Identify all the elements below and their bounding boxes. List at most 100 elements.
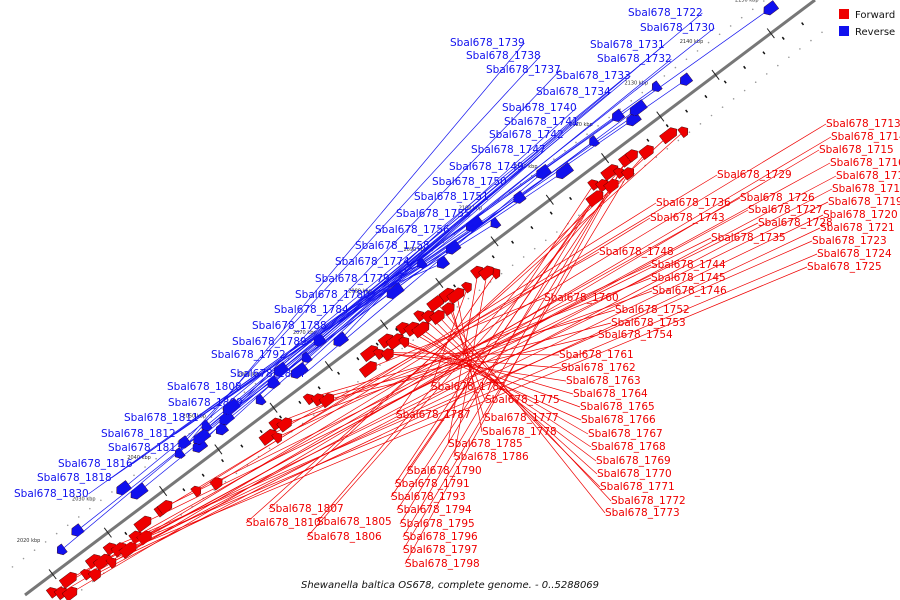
forward-gene-label[interactable]: Sbal678_1791 bbox=[395, 478, 470, 490]
forward-gene-label[interactable]: Sbal678_1773 bbox=[605, 507, 680, 519]
forward-gene-label[interactable]: Sbal678_1766 bbox=[581, 414, 656, 426]
reverse-gene-label[interactable]: Sbal678_1734 bbox=[536, 86, 611, 98]
forward-gene-label[interactable]: Sbal678_1735 bbox=[711, 232, 786, 244]
forward-gene-label[interactable]: Sbal678_1787 bbox=[396, 409, 471, 421]
forward-gene-label[interactable]: Sbal678_1806 bbox=[307, 531, 382, 543]
forward-gene-label[interactable]: Sbal678_1761 bbox=[559, 349, 634, 361]
forward-gene-label[interactable]: Sbal678_1793 bbox=[391, 491, 466, 503]
forward-gene-label[interactable]: Sbal678_1795 bbox=[400, 518, 475, 530]
forward-gene-label[interactable]: Sbal678_1736 bbox=[656, 197, 731, 209]
forward-gene-label[interactable]: Sbal678_1785 bbox=[448, 438, 523, 450]
forward-gene-label[interactable]: Sbal678_1797 bbox=[403, 544, 478, 556]
forward-gene-label[interactable]: Sbal678_1716 bbox=[830, 157, 900, 169]
reverse-gene-label[interactable]: Sbal678_1738 bbox=[466, 50, 541, 62]
forward-gene-label[interactable]: Sbal678_1763 bbox=[566, 375, 641, 387]
reverse-gene-label[interactable]: Sbal678_1730 bbox=[640, 22, 715, 34]
forward-gene-label[interactable]: Sbal678_1713 bbox=[826, 118, 900, 130]
reverse-gene-label[interactable]: Sbal678_1733 bbox=[556, 70, 631, 82]
reverse-gene-label[interactable]: Sbal678_1779 bbox=[315, 273, 390, 285]
forward-gene-label[interactable]: Sbal678_1718 bbox=[832, 183, 900, 195]
reverse-gene-label[interactable]: Sbal678_1732 bbox=[597, 53, 672, 65]
forward-gene-label[interactable]: Sbal678_1729 bbox=[717, 169, 792, 181]
reverse-gene-label[interactable]: Sbal678_1789 bbox=[232, 336, 307, 348]
reverse-gene-label[interactable]: Sbal678_1749 bbox=[449, 161, 524, 173]
reverse-gene-label[interactable]: Sbal678_1758 bbox=[355, 240, 430, 252]
reverse-gene-label[interactable]: Sbal678_1756 bbox=[375, 224, 450, 236]
forward-gene-label[interactable]: Sbal678_1772 bbox=[611, 495, 686, 507]
reverse-gene-label[interactable]: Sbal678_1741 bbox=[504, 116, 579, 128]
forward-gene-label[interactable]: Sbal678_1715 bbox=[819, 144, 894, 156]
reverse-gene-label[interactable]: Sbal678_1811 bbox=[124, 412, 199, 424]
forward-gene-label[interactable]: Sbal678_1769 bbox=[596, 455, 671, 467]
forward-gene-label[interactable]: Sbal678_1754 bbox=[598, 329, 673, 341]
forward-gene-label[interactable]: Sbal678_1743 bbox=[650, 212, 725, 224]
reverse-gene-label[interactable]: Sbal678_1740 bbox=[502, 102, 577, 114]
forward-gene-label[interactable]: Sbal678_1764 bbox=[573, 388, 648, 400]
grid-dot bbox=[685, 58, 688, 61]
forward-gene-label[interactable]: Sbal678_1721 bbox=[820, 222, 895, 234]
forward-gene-label[interactable]: Sbal678_1720 bbox=[823, 209, 898, 221]
grid-dot bbox=[55, 532, 58, 535]
forward-gene-label[interactable]: Sbal678_1810 bbox=[246, 517, 321, 529]
reverse-gene-label[interactable]: Sbal678_1739 bbox=[450, 37, 525, 49]
forward-gene-label[interactable]: Sbal678_1726 bbox=[740, 192, 815, 204]
forward-gene-label[interactable]: Sbal678_1796 bbox=[403, 531, 478, 543]
forward-gene-label[interactable]: Sbal678_1744 bbox=[651, 259, 726, 271]
forward-gene-label[interactable]: Sbal678_1775 bbox=[485, 394, 560, 406]
forward-gene-label[interactable]: Sbal678_1790 bbox=[407, 465, 482, 477]
forward-gene-label[interactable]: Sbal678_1753 bbox=[611, 317, 686, 329]
reverse-gene-label[interactable]: Sbal678_1750 bbox=[432, 176, 507, 188]
forward-gene-label[interactable]: Sbal678_1728 bbox=[758, 217, 833, 229]
forward-gene-label[interactable]: Sbal678_1752 bbox=[615, 304, 690, 316]
forward-gene-label[interactable]: Sbal678_1746 bbox=[652, 285, 727, 297]
forward-gene-label[interactable]: Sbal678_1762 bbox=[561, 362, 636, 374]
reverse-gene-label[interactable]: Sbal678_1742 bbox=[489, 129, 564, 141]
reverse-gene-label[interactable]: Sbal678_1830 bbox=[14, 488, 89, 500]
forward-gene-label[interactable]: Sbal678_1782 bbox=[431, 381, 506, 393]
forward-gene-label[interactable]: Sbal678_1778 bbox=[482, 426, 557, 438]
reverse-gene-label[interactable]: Sbal678_1755 bbox=[396, 208, 471, 220]
forward-gene-label[interactable]: Sbal678_1724 bbox=[817, 248, 892, 260]
forward-gene-label[interactable]: Sbal678_1745 bbox=[651, 272, 726, 284]
reverse-gene-label[interactable]: Sbal678_1792 bbox=[211, 349, 286, 361]
reverse-gene-label[interactable]: Sbal678_1804 bbox=[230, 368, 305, 380]
reverse-gene-label[interactable]: Sbal678_1774 bbox=[335, 256, 410, 268]
forward-gene-label[interactable]: Sbal678_1723 bbox=[812, 235, 887, 247]
forward-gene-label[interactable]: Sbal678_1777 bbox=[484, 412, 559, 424]
forward-gene-label[interactable]: Sbal678_1727 bbox=[748, 204, 823, 216]
reverse-gene-label[interactable]: Sbal678_1780 bbox=[295, 289, 370, 301]
reverse-gene-label[interactable]: Sbal678_1808 bbox=[167, 381, 242, 393]
forward-gene-label[interactable]: Sbal678_1771 bbox=[600, 481, 675, 493]
reverse-gene-label[interactable]: Sbal678_1816 bbox=[58, 458, 133, 470]
forward-gene-label[interactable]: Sbal678_1807 bbox=[269, 503, 344, 515]
forward-gene-label[interactable]: Sbal678_1765 bbox=[580, 401, 655, 413]
forward-leader-line bbox=[217, 217, 651, 483]
reverse-gene-label[interactable]: Sbal678_1731 bbox=[590, 39, 665, 51]
forward-gene-Sbal678_1772 bbox=[429, 309, 445, 325]
forward-gene-label[interactable]: Sbal678_1794 bbox=[397, 504, 472, 516]
reverse-gene-label[interactable]: Sbal678_1818 bbox=[37, 472, 112, 484]
forward-gene-label[interactable]: Sbal678_1768 bbox=[591, 441, 666, 453]
forward-gene-label[interactable]: Sbal678_1767 bbox=[588, 428, 663, 440]
reverse-gene-label[interactable]: Sbal678_1722 bbox=[628, 7, 703, 19]
reverse-gene-label[interactable]: Sbal678_1747 bbox=[471, 144, 546, 156]
reverse-gene-label[interactable]: Sbal678_1737 bbox=[486, 64, 561, 76]
forward-gene-label[interactable]: Sbal678_1748 bbox=[599, 246, 674, 258]
forward-gene-label[interactable]: Sbal678_1714 bbox=[831, 131, 900, 143]
forward-gene-label[interactable]: Sbal678_1717 bbox=[836, 170, 900, 182]
forward-gene-label[interactable]: Sbal678_1786 bbox=[454, 451, 529, 463]
forward-gene-label[interactable]: Sbal678_1798 bbox=[405, 558, 480, 570]
reverse-gene-label[interactable]: Sbal678_1751 bbox=[414, 191, 489, 203]
minor-feature-mark bbox=[317, 386, 321, 390]
forward-gene-label[interactable]: Sbal678_1770 bbox=[597, 468, 672, 480]
reverse-gene-label[interactable]: Sbal678_1809 bbox=[168, 397, 243, 409]
forward-gene-label[interactable]: Sbal678_1719 bbox=[828, 196, 900, 208]
reverse-gene-label[interactable]: Sbal678_1788 bbox=[252, 320, 327, 332]
reverse-gene-label[interactable]: Sbal678_1813 bbox=[108, 442, 183, 454]
axis-tick bbox=[159, 485, 168, 497]
forward-gene-label[interactable]: Sbal678_1805 bbox=[317, 516, 392, 528]
forward-gene-label[interactable]: Sbal678_1725 bbox=[807, 261, 882, 273]
reverse-gene-label[interactable]: Sbal678_1812 bbox=[101, 428, 176, 440]
reverse-gene-label[interactable]: Sbal678_1784 bbox=[274, 304, 349, 316]
forward-gene-label[interactable]: Sbal678_1760 bbox=[544, 292, 619, 304]
